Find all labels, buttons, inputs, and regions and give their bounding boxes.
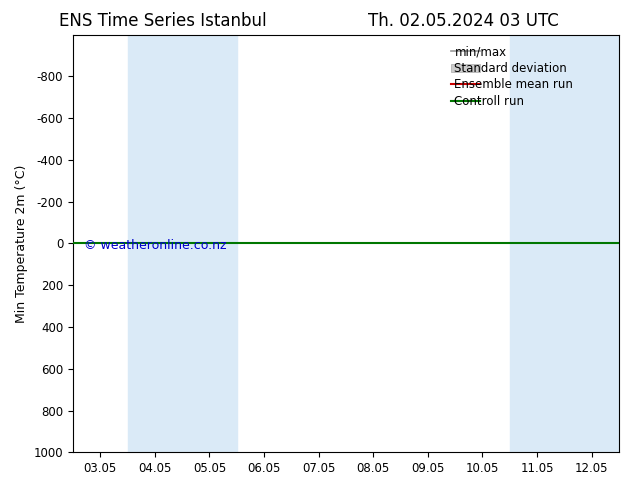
Bar bbox=[510, 35, 619, 452]
Y-axis label: Min Temperature 2m (°C): Min Temperature 2m (°C) bbox=[15, 164, 28, 322]
Text: ENS Time Series Istanbul: ENS Time Series Istanbul bbox=[59, 12, 266, 30]
Legend: min/max, Standard deviation, Ensemble mean run, Controll run: min/max, Standard deviation, Ensemble me… bbox=[446, 41, 613, 113]
Bar bbox=[127, 35, 236, 452]
Text: © weatheronline.co.nz: © weatheronline.co.nz bbox=[84, 239, 226, 252]
Text: Th. 02.05.2024 03 UTC: Th. 02.05.2024 03 UTC bbox=[368, 12, 559, 30]
